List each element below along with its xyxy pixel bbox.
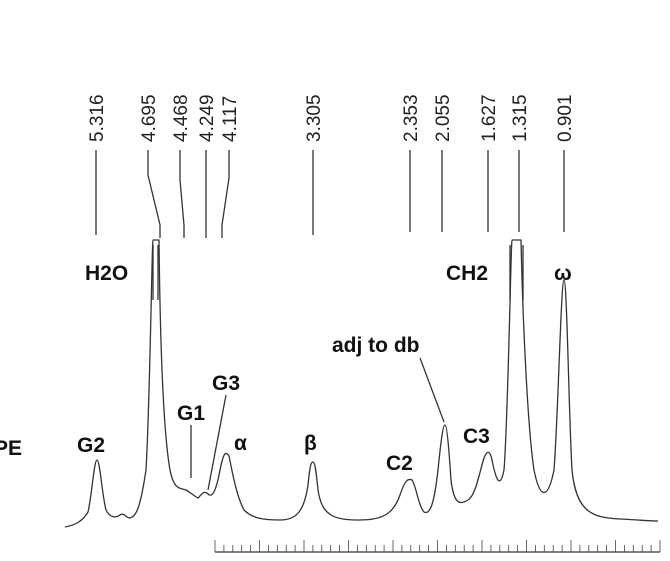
shift-label: 4.117 — [220, 96, 241, 142]
peak-label: H2O — [85, 262, 128, 285]
shift-label: 1.315 — [510, 94, 531, 142]
side-text: PE — [0, 437, 22, 460]
shift-label: 3.305 — [304, 94, 325, 142]
shift-labels: 5.316 4.695 4.468 4.249 4.117 3.305 2.353 2.055… — [87, 94, 576, 142]
peak-label: β — [304, 432, 317, 455]
shift-label: 0.901 — [555, 94, 576, 142]
shift-label: 2.055 — [433, 94, 454, 142]
shift-label: 5.316 — [87, 94, 108, 142]
shift-label: 4.695 — [139, 94, 160, 142]
peak-label: CH2 — [446, 262, 488, 285]
peak-label: ω — [554, 262, 572, 285]
shift-label: 1.627 — [479, 94, 500, 142]
peak-label: C2 — [386, 452, 413, 475]
shift-label: 4.468 — [171, 94, 192, 142]
connector — [152, 245, 159, 300]
shift-label: 2.353 — [401, 94, 422, 142]
peak-label: α — [234, 432, 247, 455]
peak-label: adj to db — [332, 334, 420, 357]
scale-ruler — [214, 540, 661, 553]
peak-label: G3 — [212, 372, 240, 395]
peak-label: C3 — [463, 425, 490, 448]
connector — [419, 357, 445, 423]
connector — [221, 150, 230, 238]
shift-label: 4.249 — [197, 94, 218, 142]
connector — [179, 150, 185, 238]
peak-label: G2 — [77, 434, 105, 457]
connector — [207, 394, 227, 491]
spectrum-trace — [64, 239, 659, 528]
peak-label: G1 — [177, 402, 205, 425]
connector — [147, 150, 161, 238]
